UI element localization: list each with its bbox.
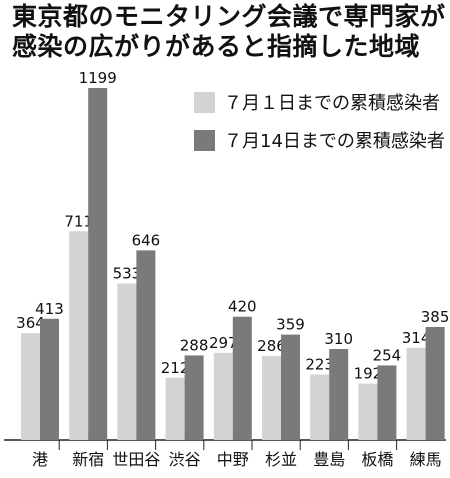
chart-subtitle: 感染の広がりがあると指摘した地域: [12, 32, 421, 61]
data-label: 533: [113, 265, 142, 283]
bar-july-14: [88, 88, 108, 440]
data-label: 1199: [79, 69, 117, 87]
bar-july-1: [406, 347, 426, 440]
bar-july-14: [425, 326, 445, 440]
legend-swatch-july-14: [194, 129, 215, 151]
bar-july-1: [310, 374, 330, 440]
bar-july-14: [377, 365, 397, 440]
data-label: 385: [421, 308, 450, 326]
bar-july-14: [184, 355, 204, 440]
x-tick-label: 港: [32, 450, 48, 469]
bar-july-14: [281, 334, 300, 440]
data-label: 254: [373, 346, 402, 364]
bar-july-14: [232, 316, 252, 440]
bar-july-14: [136, 250, 156, 440]
x-tick-label: 渋谷: [169, 450, 201, 469]
data-label: 711: [64, 212, 93, 230]
bar-july-1: [69, 231, 89, 440]
legend-label-july-14: ７月14日までの累積感染者: [224, 131, 445, 152]
bar-july-1: [165, 377, 185, 440]
bar-july-1: [358, 383, 378, 440]
data-label: 420: [228, 298, 257, 316]
x-tick-label: 練馬: [410, 450, 442, 469]
data-label: 310: [324, 330, 353, 348]
data-label: 413: [35, 300, 64, 318]
x-tick-label: 板橋: [361, 450, 393, 469]
bar-july-1: [262, 356, 281, 440]
data-label: 297: [209, 334, 238, 352]
legend-label-july-1: ７月１日までの累積感染者: [224, 93, 440, 114]
legend-item-july-1: ７月１日までの累積感染者: [194, 90, 440, 114]
x-tick-label: 中野: [217, 450, 249, 469]
data-label: 288: [180, 336, 209, 354]
bar-july-14: [40, 318, 59, 440]
data-label: 364: [16, 314, 45, 332]
x-tick-label: 豊島: [313, 450, 345, 469]
data-label: 314: [402, 329, 431, 347]
bar-july-1: [117, 283, 137, 440]
bar-july-1: [213, 352, 233, 440]
x-tick-label: 新宿: [72, 450, 104, 469]
chart-title: 東京都のモニタリング会議で専門家が: [12, 2, 446, 31]
legend-swatch-july-1: [194, 91, 215, 113]
x-tick-label: 杉並: [265, 450, 297, 469]
bar-july-1: [21, 333, 40, 440]
bar-july-14: [329, 348, 349, 440]
data-label: 646: [132, 231, 161, 249]
data-label: 192: [354, 365, 383, 383]
x-tick-label: 世田谷: [112, 450, 160, 469]
data-label: 223: [305, 356, 334, 374]
legend-item-july-14: ７月14日までの累積感染者: [194, 128, 445, 152]
data-label: 286: [257, 337, 286, 355]
data-label: 212: [161, 359, 190, 377]
data-label: 359: [276, 316, 305, 334]
